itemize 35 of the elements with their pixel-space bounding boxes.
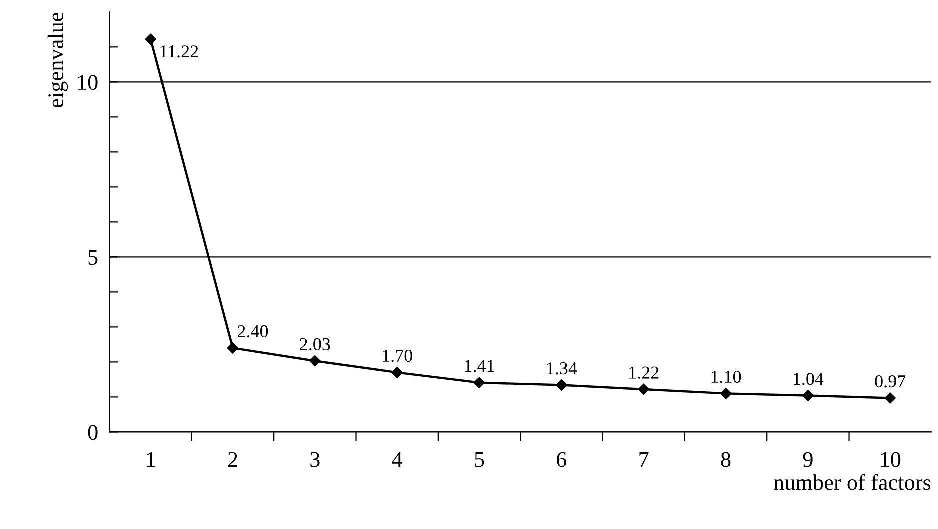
x-tick-label: 6 xyxy=(557,452,567,468)
x-tick-label: 10 xyxy=(881,452,901,468)
y-tick-label: 5 xyxy=(88,250,98,266)
data-label: 1.70 xyxy=(383,350,412,362)
point xyxy=(638,384,650,396)
point xyxy=(720,388,732,400)
point xyxy=(227,342,239,354)
point xyxy=(884,392,896,404)
data-label: 2.40 xyxy=(238,325,268,338)
data-label: 1.41 xyxy=(465,360,494,372)
data-label: 2.03 xyxy=(300,338,330,351)
x-tick-label: 7 xyxy=(640,452,649,468)
x-tick-label: 3 xyxy=(310,452,320,468)
y-axis-title: eigenvalue xyxy=(48,12,68,108)
data-label: 1.04 xyxy=(794,372,824,386)
data-label: 1.34 xyxy=(547,362,578,375)
y-tick-label: 0 xyxy=(88,425,98,440)
point xyxy=(474,377,486,388)
point xyxy=(145,34,156,46)
point xyxy=(802,390,814,402)
x-tick-label: 2 xyxy=(228,452,238,468)
x-tick-label: 4 xyxy=(392,452,403,468)
point xyxy=(392,367,403,378)
data-label: 1.10 xyxy=(712,370,742,384)
data-label: 1.22 xyxy=(630,366,659,379)
y-tick-label: 10 xyxy=(78,75,98,90)
x-tick-label: 5 xyxy=(475,452,484,468)
data-label: 11.22 xyxy=(160,46,198,58)
data-label: 0.97 xyxy=(875,375,906,388)
point xyxy=(310,356,321,367)
point xyxy=(556,380,568,391)
x-axis-title: number of factors xyxy=(774,474,931,490)
x-tick-label: 8 xyxy=(721,452,731,468)
x-tick-label: 1 xyxy=(147,452,156,468)
x-tick-label: 9 xyxy=(803,452,813,468)
